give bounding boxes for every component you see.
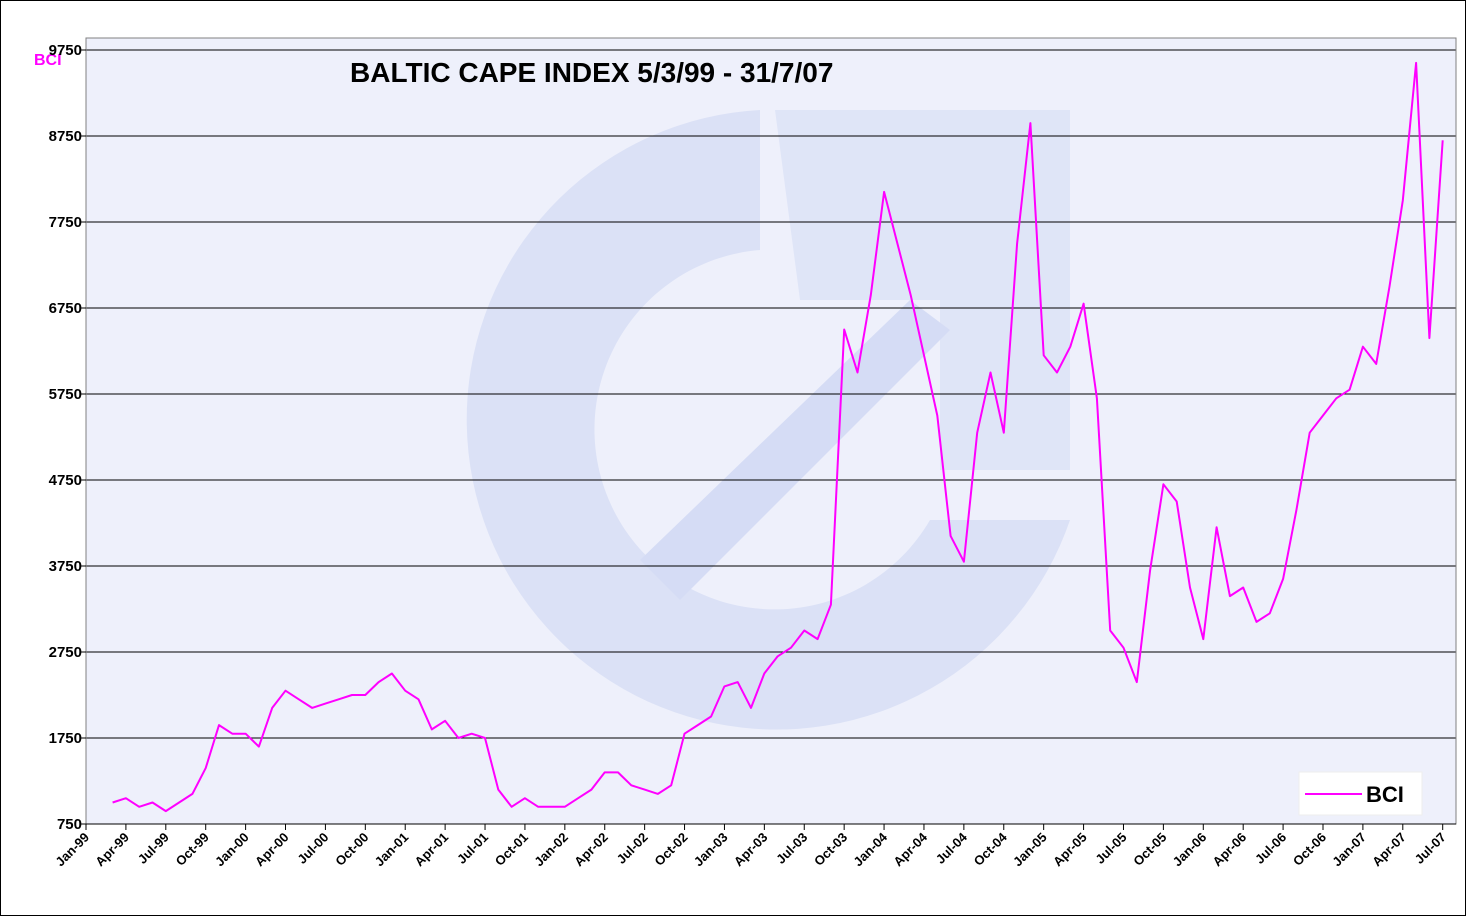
- chart-title: BALTIC CAPE INDEX 5/3/99 - 31/7/07: [350, 57, 833, 88]
- y-tick-label: 1750: [49, 730, 82, 747]
- legend-label: BCI: [1366, 782, 1404, 807]
- y-tick-label: 4750: [49, 472, 82, 489]
- legend: BCI: [1298, 771, 1423, 816]
- y-tick-label: 750: [57, 816, 82, 833]
- y-tick-label: 3750: [49, 558, 82, 575]
- data-line: [112, 61, 1444, 813]
- watermark: [466, 110, 1071, 730]
- y-axis-label: BCI: [34, 52, 62, 69]
- y-tick-label: 7750: [49, 214, 82, 231]
- y-tick-label: 2750: [49, 644, 82, 661]
- y-tick-label: 6750: [49, 300, 82, 317]
- plot-area: [86, 38, 1456, 824]
- y-tick-label: 9750: [49, 42, 82, 59]
- y-tick-label: 5750: [49, 386, 82, 403]
- y-tick-label: 8750: [49, 128, 82, 145]
